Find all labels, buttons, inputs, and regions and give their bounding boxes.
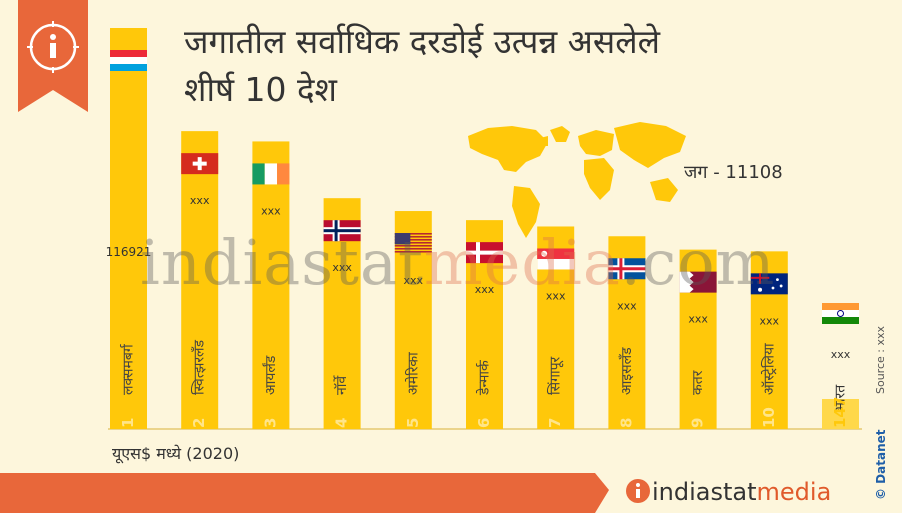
value-label: xxx <box>404 274 424 287</box>
category-label: स्वित्झरलँड <box>191 339 208 395</box>
bar-group: xxx नॉर्वे 4 <box>323 198 361 429</box>
bar <box>252 141 290 429</box>
value-label: xxx <box>688 313 708 326</box>
category-label: आइसलँड <box>618 347 635 395</box>
value-label: xxx <box>261 204 281 217</box>
bar-group: xxx ऑस्ट्रेलिया 10 <box>750 251 788 429</box>
rank-label: 147 <box>831 397 849 428</box>
info-ribbon <box>18 0 88 112</box>
value-label: xxx <box>546 289 566 302</box>
unit-label: यूएस$ मध्ये (2020) <box>112 444 240 463</box>
bar <box>822 399 859 429</box>
value-label: xxx <box>617 299 637 312</box>
category-label: नॉर्वे <box>333 375 350 395</box>
flag-singapore-icon <box>537 248 575 270</box>
rank-label: 1 <box>119 418 137 428</box>
flag-luxembourg-icon <box>110 50 147 71</box>
category-label: कतर <box>690 370 706 395</box>
bars-layer: 116921 लक्समबर्ग 1 xxx स्वित्झरलँड 2 xxx आयर्लं… <box>106 28 859 430</box>
flag-usa-icon <box>394 233 432 253</box>
flag-switzerland-icon <box>181 153 219 175</box>
flag-india-icon <box>822 303 859 324</box>
bar-group: xxx सिंगापूर 7 <box>537 226 575 429</box>
rank-label: 10 <box>760 407 778 428</box>
bar-group: xxx डेन्मार्क 6 <box>466 220 503 429</box>
rank-label: 3 <box>261 418 279 428</box>
value-label: xxx <box>831 348 851 361</box>
bar-group: xxx आइसलँड 8 <box>608 236 646 429</box>
chart-title-line1: जगातील सर्वाधिक दरडोई उत्पन्न असलेले <box>184 22 660 61</box>
value-label: xxx <box>475 283 495 296</box>
chart-title-line2: शीर्ष 10 देश <box>184 70 337 109</box>
watermark: indiastatmedia.com <box>140 226 775 299</box>
value-label: xxx <box>760 314 780 327</box>
rank-label: 2 <box>190 418 208 428</box>
world-map-icon <box>468 122 686 238</box>
bar <box>181 131 219 430</box>
rank-label: 5 <box>404 418 422 428</box>
watermark-part3: .com <box>620 226 776 299</box>
category-label: आयर्लंड <box>262 355 279 395</box>
category-label: अमेरिका <box>404 352 421 395</box>
datanet-label: © Datanet <box>874 429 888 501</box>
bar-group: 116921 लक्समबर्ग 1 <box>106 28 152 429</box>
brand-part2: media <box>756 478 832 506</box>
bar-group: xxx स्वित्झरलँड 2 <box>181 131 219 430</box>
bar-group: xxx अमेरिका 5 <box>394 211 432 429</box>
category-label: भारत <box>833 384 849 412</box>
footer-band <box>0 473 650 513</box>
rank-label: 7 <box>546 418 564 428</box>
world-total-label: जग - 11108 <box>684 162 783 183</box>
flag-denmark-icon <box>466 242 503 264</box>
bar <box>394 211 432 429</box>
rank-label: 6 <box>475 418 493 428</box>
rank-label: 9 <box>689 418 707 428</box>
brand-part1: indiastat <box>652 478 757 506</box>
flag-ireland-icon <box>252 163 290 185</box>
brand-logo: indiastatmedia <box>652 478 831 506</box>
category-label: लक्समबर्ग <box>120 343 137 395</box>
flag-iceland-icon <box>608 258 646 280</box>
watermark-part2: media <box>423 226 621 299</box>
flag-australia-icon <box>750 273 788 295</box>
bar <box>110 28 147 429</box>
value-label: xxx <box>190 194 210 207</box>
source-label: Source : xxx <box>874 325 887 394</box>
category-label: सिंगापूर <box>547 356 564 395</box>
watermark-part1: indiastat <box>140 226 424 299</box>
value-label: 116921 <box>106 245 152 259</box>
flag-norway-icon <box>323 220 361 242</box>
value-label: xxx <box>332 261 352 274</box>
bar-group: xxx कतर 9 <box>679 249 717 429</box>
category-label: डेन्मार्क <box>476 360 493 396</box>
category-label: ऑस्ट्रेलिया <box>760 343 777 395</box>
rank-label: 8 <box>617 418 635 428</box>
rank-label: 4 <box>333 418 351 428</box>
flag-qatar-icon <box>679 271 717 293</box>
bar-group: xxx आयर्लंड 3 <box>252 141 290 429</box>
